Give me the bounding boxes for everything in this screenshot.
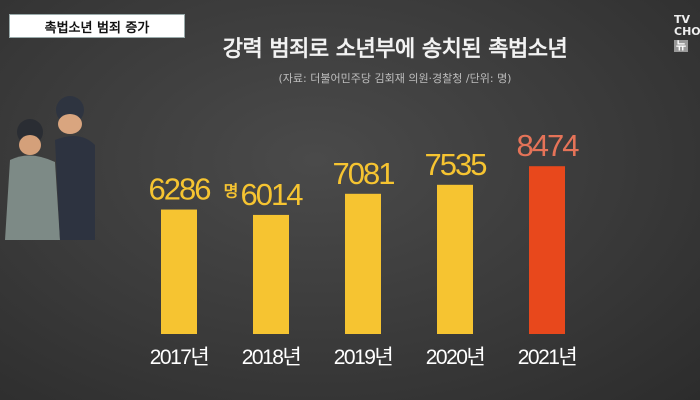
bar-2021년 [529,166,565,334]
bar-2019년 [345,193,381,334]
category-label: 2019년 [334,346,393,369]
value-label: 6014 [241,177,304,212]
category-label: 2017년 [150,346,209,369]
logo-line3: 뉴 [674,39,689,52]
value-label: 8474 [517,128,580,163]
bar-2020년 [437,184,473,334]
value-label: 6286 [149,172,211,207]
bar-2017년 [161,209,197,334]
value-label: 7535 [425,147,487,182]
category-label: 2018년 [242,346,301,369]
logo-line1: TV [674,13,691,26]
unit-label: 명 [224,182,239,201]
chart-title: 강력 범죄로 소년부에 송치된 촉법소년 [222,37,568,62]
channel-logo: TV CHO 뉴 [674,14,700,52]
category-label: 2020년 [426,346,485,369]
bar-2018년 [253,214,289,334]
logo-line2: CHO [674,25,700,38]
value-label: 7081 [333,156,395,191]
police-illustration [5,96,95,240]
chart-source: (자료: 더불어민주당 김회재 의원·경찰청 /단위: 명) [278,72,512,85]
category-label: 2021년 [518,346,577,369]
headline-tag: 촉법소년 범죄 증가 [9,14,185,38]
